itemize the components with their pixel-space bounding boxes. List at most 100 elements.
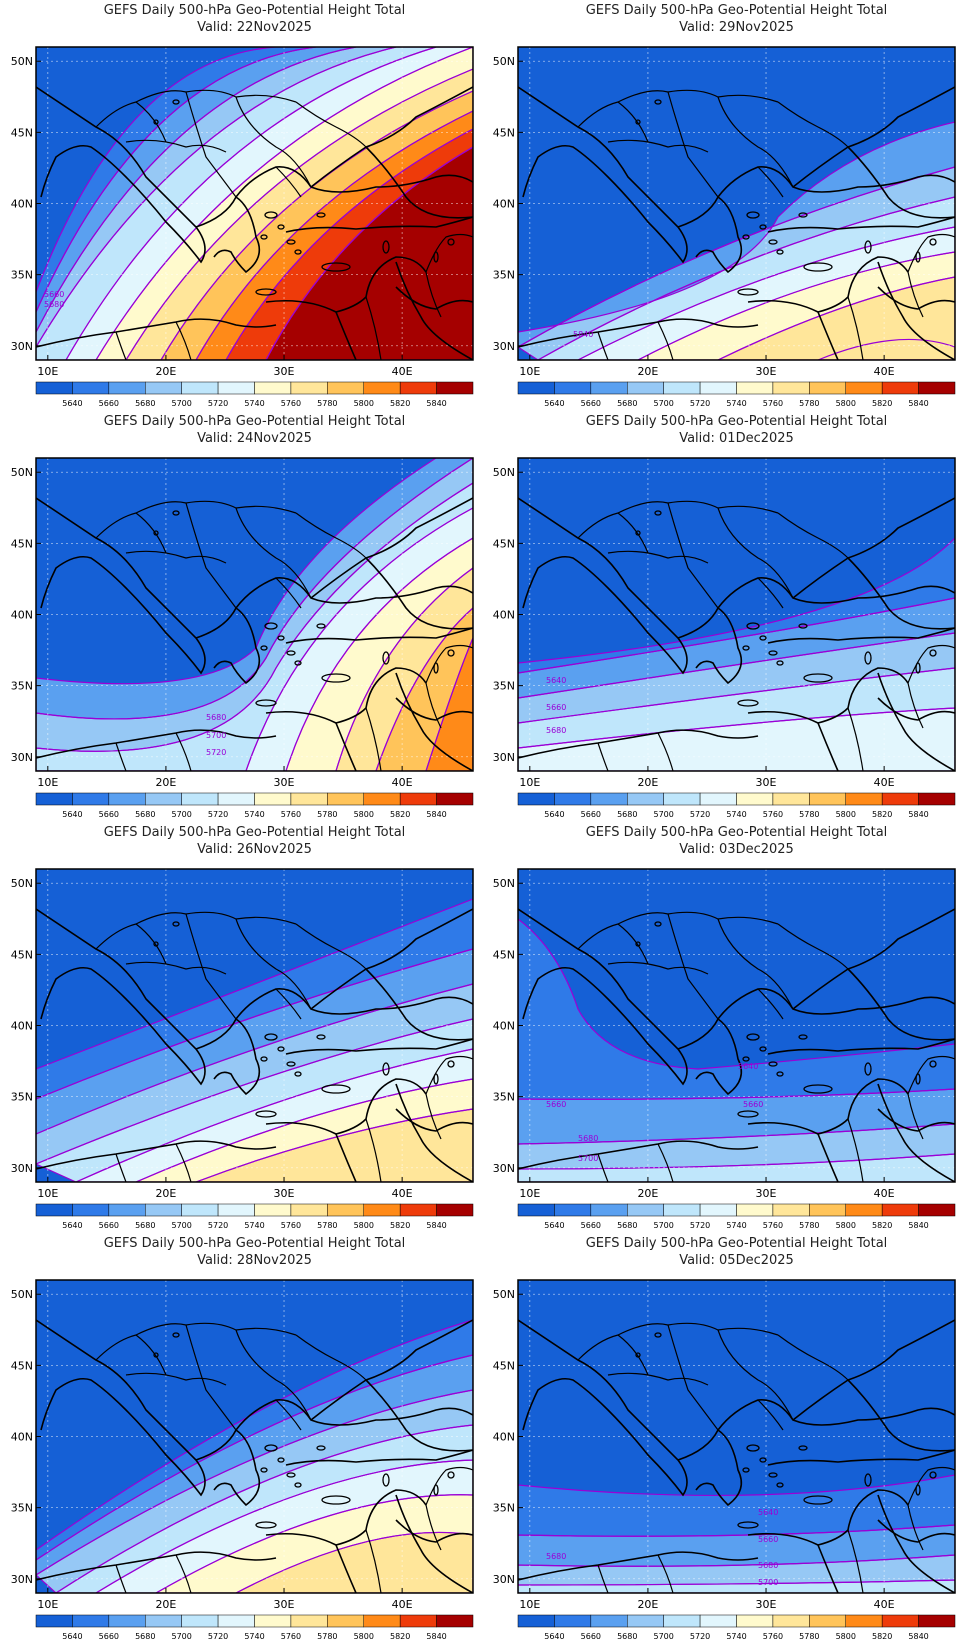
island <box>277 1046 285 1052</box>
country-border <box>617 923 649 965</box>
panel-valid-date: Valid: 05Dec2025 <box>679 1253 794 1268</box>
height-band <box>36 949 473 1134</box>
country-border <box>667 913 719 1020</box>
color-bar-label: 5680 <box>135 810 155 819</box>
color-bar-label: 5660 <box>581 399 601 408</box>
island <box>172 510 180 516</box>
color-bar-swatch <box>399 1203 437 1217</box>
x-tick-label: 10E <box>37 1187 58 1200</box>
color-bar-swatch <box>590 792 628 806</box>
color-bar-swatch <box>517 381 555 395</box>
x-tick-label: 30E <box>756 776 777 789</box>
x-tick-label: 20E <box>155 1598 176 1611</box>
contour-line <box>518 1474 955 1537</box>
coastline <box>285 216 473 233</box>
color-bar-label: 5840 <box>426 1221 446 1230</box>
color-bar-label: 5640 <box>544 810 564 819</box>
color-bar-swatch <box>290 1614 328 1628</box>
color-bar-swatch <box>699 381 737 395</box>
color-bar-label: 5640 <box>62 1632 82 1640</box>
x-tick-label: 20E <box>637 365 658 378</box>
color-bar-label: 5760 <box>763 1632 783 1640</box>
color-bar-swatch <box>145 1203 182 1217</box>
color-bar-label: 5800 <box>354 1221 374 1230</box>
color-bar-label: 5760 <box>281 399 301 408</box>
height-band <box>36 1320 473 1560</box>
y-tick-label: 30N <box>11 1573 33 1586</box>
coastline <box>847 146 955 219</box>
x-tick-label: 20E <box>637 1187 658 1200</box>
island <box>737 1521 759 1529</box>
coastline <box>518 908 688 1086</box>
color-bar-label: 5800 <box>836 399 856 408</box>
island <box>316 1034 326 1040</box>
color-bar-swatch <box>217 1203 255 1217</box>
country-border <box>295 512 367 559</box>
coastline <box>518 497 688 675</box>
y-tick-label: 45N <box>493 948 515 961</box>
y-tick-label: 30N <box>493 1162 515 1175</box>
x-tick-label: 40E <box>392 776 413 789</box>
island <box>321 673 351 683</box>
coastline <box>395 672 473 771</box>
height-band <box>196 1109 473 1182</box>
y-tick-label: 50N <box>11 466 33 479</box>
coastline <box>310 1319 473 1421</box>
panel-valid-date: Valid: 01Dec2025 <box>679 431 794 446</box>
country-border <box>777 923 849 970</box>
color-bar-label: 5840 <box>908 1632 928 1640</box>
color-bar-label: 5800 <box>836 1632 856 1640</box>
color-bar: 5640 5660 5680 5700 5720 5740 5760 5780 5800 5820… <box>517 1203 956 1230</box>
country-border <box>777 101 849 148</box>
color-bar-swatch <box>809 1614 847 1628</box>
color-bar-label: 5640 <box>62 810 82 819</box>
x-tick-label: 30E <box>756 1598 777 1611</box>
country-border <box>125 550 227 564</box>
country-border <box>135 101 167 143</box>
island <box>864 1062 872 1076</box>
coastline <box>310 908 473 1010</box>
contour-label: 5660 <box>743 1100 763 1109</box>
coastline <box>335 722 357 771</box>
coastline <box>395 286 473 310</box>
island <box>153 941 159 947</box>
height-band <box>66 47 473 360</box>
y-tick-label: 45N <box>493 126 515 139</box>
color-bar-label: 5760 <box>281 1221 301 1230</box>
color-bar-swatch <box>217 381 255 395</box>
coastline <box>677 195 743 274</box>
color-bar-swatch <box>590 1203 628 1217</box>
height-band <box>36 47 436 360</box>
color-bar-swatch <box>181 792 219 806</box>
island <box>447 649 455 657</box>
island <box>776 249 784 255</box>
island <box>864 651 872 665</box>
color-bar-swatch <box>699 1203 737 1217</box>
panel-valid-date: Valid: 03Dec2025 <box>679 842 794 857</box>
y-tick-label: 30N <box>493 1573 515 1586</box>
color-bar-label: 5780 <box>799 810 819 819</box>
island <box>929 649 937 657</box>
island <box>286 239 296 245</box>
y-tick-label: 50N <box>493 877 515 890</box>
coastline <box>195 195 261 274</box>
map-panel: GEFS Daily 500-hPa Geo-Potential Height … <box>11 414 474 819</box>
panel-title: GEFS Daily 500-hPa Geo-Potential Height … <box>104 3 406 18</box>
height-band <box>36 47 356 332</box>
country-border <box>907 1093 924 1140</box>
color-bar-label: 5680 <box>135 1221 155 1230</box>
y-tick-label: 50N <box>11 55 33 68</box>
height-band <box>518 1525 955 1567</box>
y-tick-label: 40N <box>493 609 515 622</box>
contour-label: 5660 <box>546 703 566 712</box>
island <box>294 1482 302 1488</box>
coastline <box>847 1379 955 1452</box>
color-bar-swatch <box>35 1203 73 1217</box>
country-border <box>667 502 719 609</box>
y-tick-label: 30N <box>11 751 33 764</box>
country-border <box>597 742 609 771</box>
country-border <box>597 1564 609 1593</box>
color-bar-swatch <box>327 1614 365 1628</box>
height-band <box>518 122 955 347</box>
color-bar-swatch <box>590 381 628 395</box>
